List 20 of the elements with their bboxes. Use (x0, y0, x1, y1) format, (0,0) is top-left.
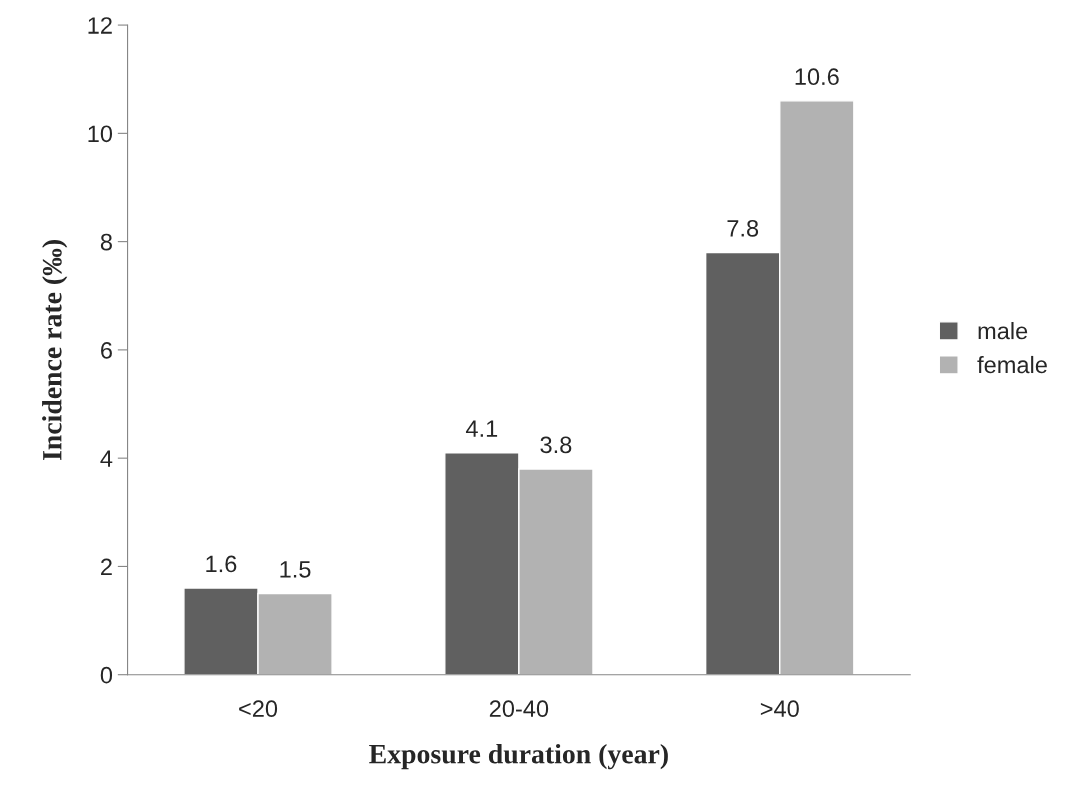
data-label: 3.8 (540, 436, 572, 454)
y-tick-label: 0 (100, 666, 113, 684)
y-tick-label: 2 (101, 558, 112, 575)
x-tick-label: >40 (760, 700, 799, 718)
legend-label: female (977, 355, 1047, 374)
data-label: 1.5 (280, 561, 311, 578)
data-label: 1.6 (206, 555, 237, 573)
legend-label: male (978, 321, 1028, 340)
y-tick-label: 12 (88, 17, 112, 34)
x-axis-title: Exposure duration (year) (369, 743, 668, 770)
y-tick-label: 8 (100, 233, 112, 251)
y-tick-label: 10 (88, 125, 113, 143)
data-label: 4.1 (465, 420, 498, 437)
data-label: 10.6 (795, 68, 839, 86)
x-tick-label: <20 (239, 700, 278, 718)
y-tick-label: 6 (101, 341, 112, 359)
y-axis-title: Incidence rate (‰) (42, 240, 68, 461)
y-tick-label: 4 (100, 450, 113, 467)
data-label: 7.8 (727, 219, 759, 237)
x-tick-label: 20-40 (489, 700, 549, 718)
